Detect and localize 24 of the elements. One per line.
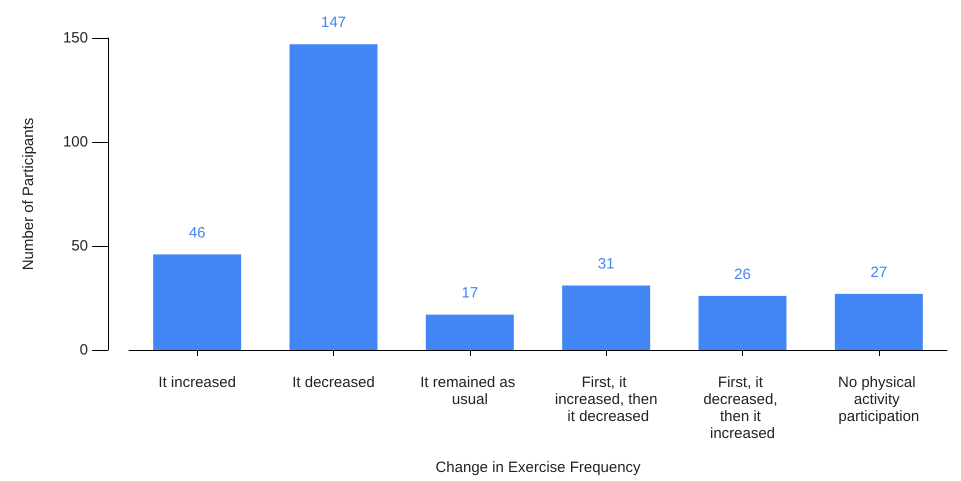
x-tick-label: First, it increased, then it decreased — [554, 374, 658, 425]
y-axis-title: Number of Participants — [20, 118, 37, 270]
bar — [290, 44, 378, 350]
y-tick-label: 150 — [62, 30, 88, 46]
x-tick-label: It remained as usual — [420, 374, 520, 408]
x-axis-title: Change in Exercise Frequency — [435, 459, 642, 476]
x-tick-label: It increased — [158, 374, 236, 391]
data-label: 147 — [320, 14, 346, 32]
bar — [426, 314, 514, 350]
bar — [698, 296, 786, 350]
y-tick-label: 100 — [62, 134, 88, 150]
x-tick-label: First, it decreased, then it increased — [703, 374, 782, 442]
x-tick-label: It decreased — [292, 374, 375, 391]
data-label: 17 — [461, 284, 478, 302]
data-label: 31 — [598, 256, 615, 273]
data-label: 46 — [188, 224, 206, 242]
y-tick-label: 50 — [71, 238, 88, 254]
y-tick-label: 0 — [80, 342, 88, 358]
bar — [153, 254, 242, 350]
x-tick-label: No physical activity participation — [838, 374, 920, 425]
data-label: 27 — [870, 264, 888, 281]
bar — [834, 294, 923, 350]
bar — [562, 286, 650, 350]
data-label: 26 — [734, 266, 751, 283]
